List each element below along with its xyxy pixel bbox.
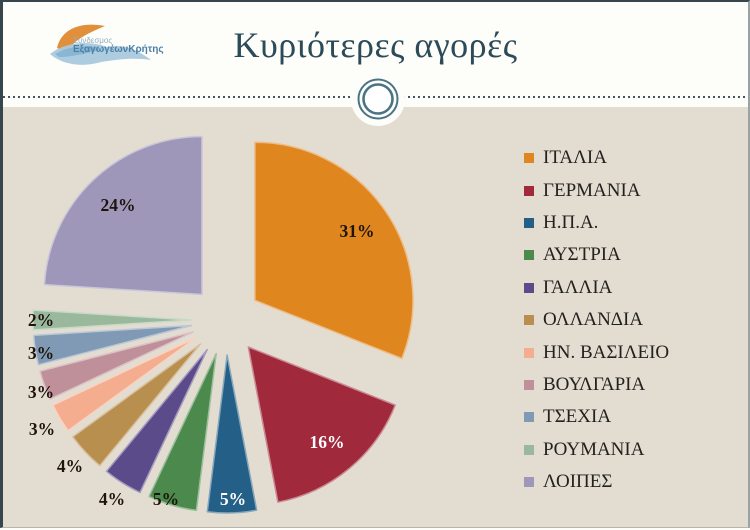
logo-text-line1: Σύνδεσμος	[73, 36, 113, 45]
pie-slice-label-10: 24%	[101, 195, 136, 215]
pie-slice-8	[32, 324, 193, 366]
legend-label: ΑΥΣΤΡΙΑ	[543, 244, 621, 266]
legend-item: ΛΟΙΠΕΣ	[524, 466, 669, 498]
legend-item: ΡΟΥΜΑΝΙΑ	[524, 434, 669, 466]
logo-text-line2: ΕξαγωγέωνΚρήτης	[73, 44, 164, 55]
pie-slice-label-3: 5%	[153, 489, 179, 509]
legend-item: ΤΣΕΧΙΑ	[524, 401, 669, 433]
pie-slice-2	[206, 354, 258, 514]
legend-swatch-icon	[524, 315, 534, 326]
legend-swatch-icon	[524, 347, 534, 358]
legend-item: ΒΟΥΛΓΑΡΙΑ	[524, 369, 669, 401]
legend-label: Η.Π.Α.	[543, 211, 599, 233]
circle-ornament-icon	[351, 72, 405, 126]
pie-slice-label-2: 5%	[220, 489, 246, 509]
legend-label: ΗΝ. ΒΑΣΙΛΕΙΟ	[543, 341, 670, 363]
legend-swatch-icon	[524, 282, 534, 293]
page-title: Κυριότερες αγορές	[233, 25, 518, 65]
pie-slice-3	[148, 352, 217, 512]
exporters-association-logo: Σύνδεσμος ΕξαγωγέωνΚρήτης	[47, 15, 197, 77]
pie-slice-9	[32, 309, 192, 331]
pie-slice-10	[43, 135, 203, 296]
legend-swatch-icon	[524, 217, 534, 228]
legend-item: ΙΤΑΛΙΑ	[524, 142, 669, 174]
legend-swatch-icon	[524, 185, 534, 196]
legend-item: ΑΥΣΤΡΙΑ	[524, 239, 669, 271]
legend-swatch-icon	[524, 412, 534, 423]
pie-slice-label-9: 2%	[28, 310, 54, 330]
pie-slice-label-0: 31%	[340, 221, 375, 241]
legend-item: ΗΝ. ΒΑΣΙΛΕΙΟ	[524, 336, 669, 368]
pie-slice-5	[71, 343, 202, 467]
legend-item: ΓΑΛΛΙΑ	[524, 272, 669, 304]
pie-chart: 31%16%5%5%4%4%3%3%3%2%24%	[28, 135, 414, 514]
legend-label: ΡΟΥΜΑΝΙΑ	[543, 438, 645, 460]
pie-slice-4	[105, 348, 208, 494]
legend-item: ΟΛΛΑΝΔΙΑ	[524, 304, 669, 336]
pie-slice-6	[52, 337, 197, 432]
legend-label: ΤΣΕΧΙΑ	[543, 406, 612, 428]
pie-slice-label-4: 4%	[99, 489, 125, 509]
legend-swatch-icon	[524, 153, 534, 164]
pie-slice-label-1: 16%	[310, 432, 345, 452]
pie-slice-label-5: 4%	[57, 456, 83, 476]
legend-label: ΛΟΙΠΕΣ	[543, 471, 613, 493]
legend-item: Η.Π.Α.	[524, 207, 669, 239]
legend-label: ΙΤΑΛΙΑ	[543, 147, 607, 169]
pie-slice-label-8: 3%	[28, 343, 54, 363]
pie-slice-7	[39, 331, 194, 400]
legend-swatch-icon	[524, 477, 534, 488]
legend-swatch-icon	[524, 250, 534, 261]
legend-swatch-icon	[524, 379, 534, 390]
pie-slice-0	[254, 141, 414, 360]
chart-legend: ΙΤΑΛΙΑ ΓΕΡΜΑΝΙΑ Η.Π.Α. ΑΥΣΤΡΙΑ ΓΑΛΛΙΑ ΟΛΛΑΝΔΙ…	[524, 142, 669, 498]
pie-slice-label-6: 3%	[29, 419, 55, 439]
legend-label: ΟΛΛΑΝΔΙΑ	[543, 309, 644, 331]
pie-slice-1	[247, 346, 396, 503]
legend-label: ΓΕΡΜΑΝΙΑ	[543, 179, 641, 201]
legend-swatch-icon	[524, 444, 534, 455]
legend-label: ΒΟΥΛΓΑΡΙΑ	[543, 373, 646, 395]
pie-slice-label-7: 3%	[28, 382, 54, 402]
legend-item: ΓΕΡΜΑΝΙΑ	[524, 174, 669, 206]
bird-logo-icon	[50, 24, 151, 65]
legend-label: ΓΑΛΛΙΑ	[543, 276, 613, 298]
